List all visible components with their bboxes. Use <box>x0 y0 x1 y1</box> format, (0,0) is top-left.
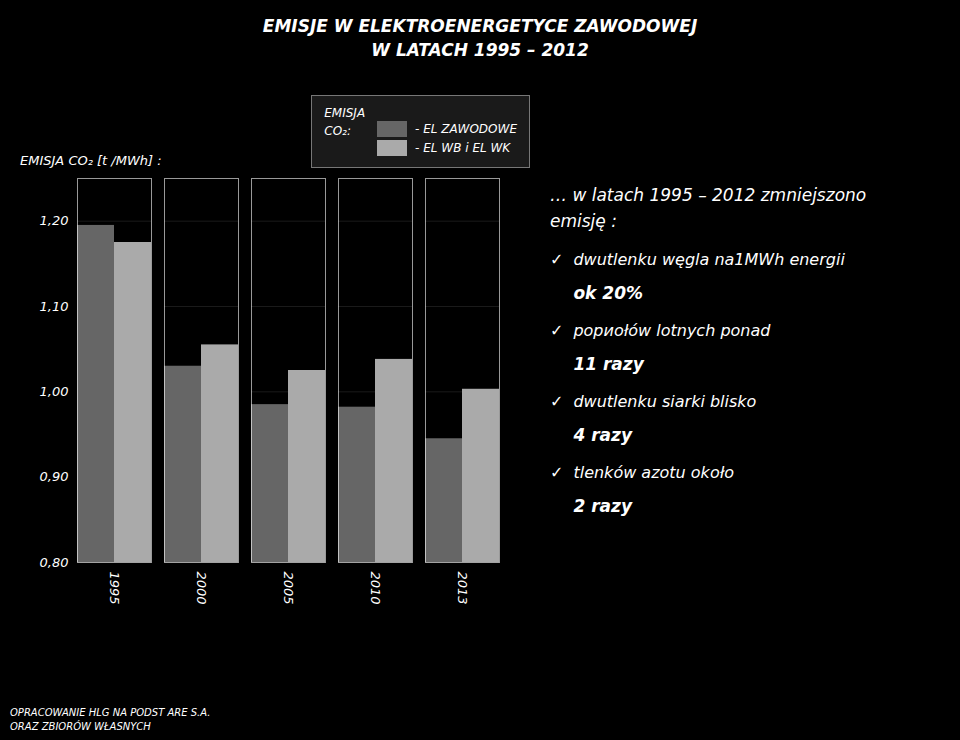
html-text:- EL WB i EL WK: - EL WB i EL WK <box>415 141 511 155</box>
html-text:ok 20%: ok 20% <box>573 283 643 303</box>
html-text:ORAZ ZBIORÓW WŁASNYCH: ORAZ ZBIORÓW WŁASNYCH <box>10 721 151 732</box>
svg-text:2010: 2010 <box>368 572 383 605</box>
html-text:… w latach 1995 – 2012 zmniejs: … w latach 1995 – 2012 zmniejszono emisj… <box>550 185 867 231</box>
html-text:- EL ZAWODOWE: - EL ZAWODOWE <box>415 122 517 136</box>
html-text:dwutlenku siarki blisko: dwutlenku siarki blisko <box>573 392 757 411</box>
svg-text:1,10: 1,10 <box>40 299 69 314</box>
html-text:EMISJA CO₂:: EMISJA CO₂: <box>324 106 366 138</box>
html-text:popиołów lotnych ponad: popиołów lotnych ponad <box>573 321 771 340</box>
svg-text:2013: 2013 <box>455 572 470 605</box>
html-text:2 razy: 2 razy <box>573 496 632 516</box>
svg-text:0,90: 0,90 <box>40 469 69 484</box>
html-text:11 razy: 11 razy <box>573 354 644 374</box>
svg-text:2005: 2005 <box>281 572 296 605</box>
svg-text:0,80: 0,80 <box>40 555 69 570</box>
svg-text:1995: 1995 <box>107 572 122 605</box>
html-text:4 razy: 4 razy <box>573 425 632 445</box>
html-text:OPRACOWANIE HLG NA PODST ARE S: OPRACOWANIE HLG NA PODST ARE S.A. <box>10 707 211 718</box>
svg-text:1,20: 1,20 <box>40 213 69 228</box>
html-text:W LATACH 1995 – 2012: W LATACH 1995 – 2012 <box>371 40 589 60</box>
html-text:dwutlenku węgla na1MWh energii: dwutlenku węgla na1MWh energii <box>573 250 845 269</box>
svg-text:1,00: 1,00 <box>40 384 69 399</box>
svg-text:2000: 2000 <box>194 572 209 605</box>
html-text:tlenków azotu około: tlenków azotu około <box>573 463 735 482</box>
html-text:EMISJE W ELEKTROENERGETYCE ZAW: EMISJE W ELEKTROENERGETYCE ZAWODOWEJ <box>262 16 698 36</box>
html-text:EMISJA CO₂ [t /MWh] :: EMISJA CO₂ [t /MWh] : <box>20 153 162 168</box>
